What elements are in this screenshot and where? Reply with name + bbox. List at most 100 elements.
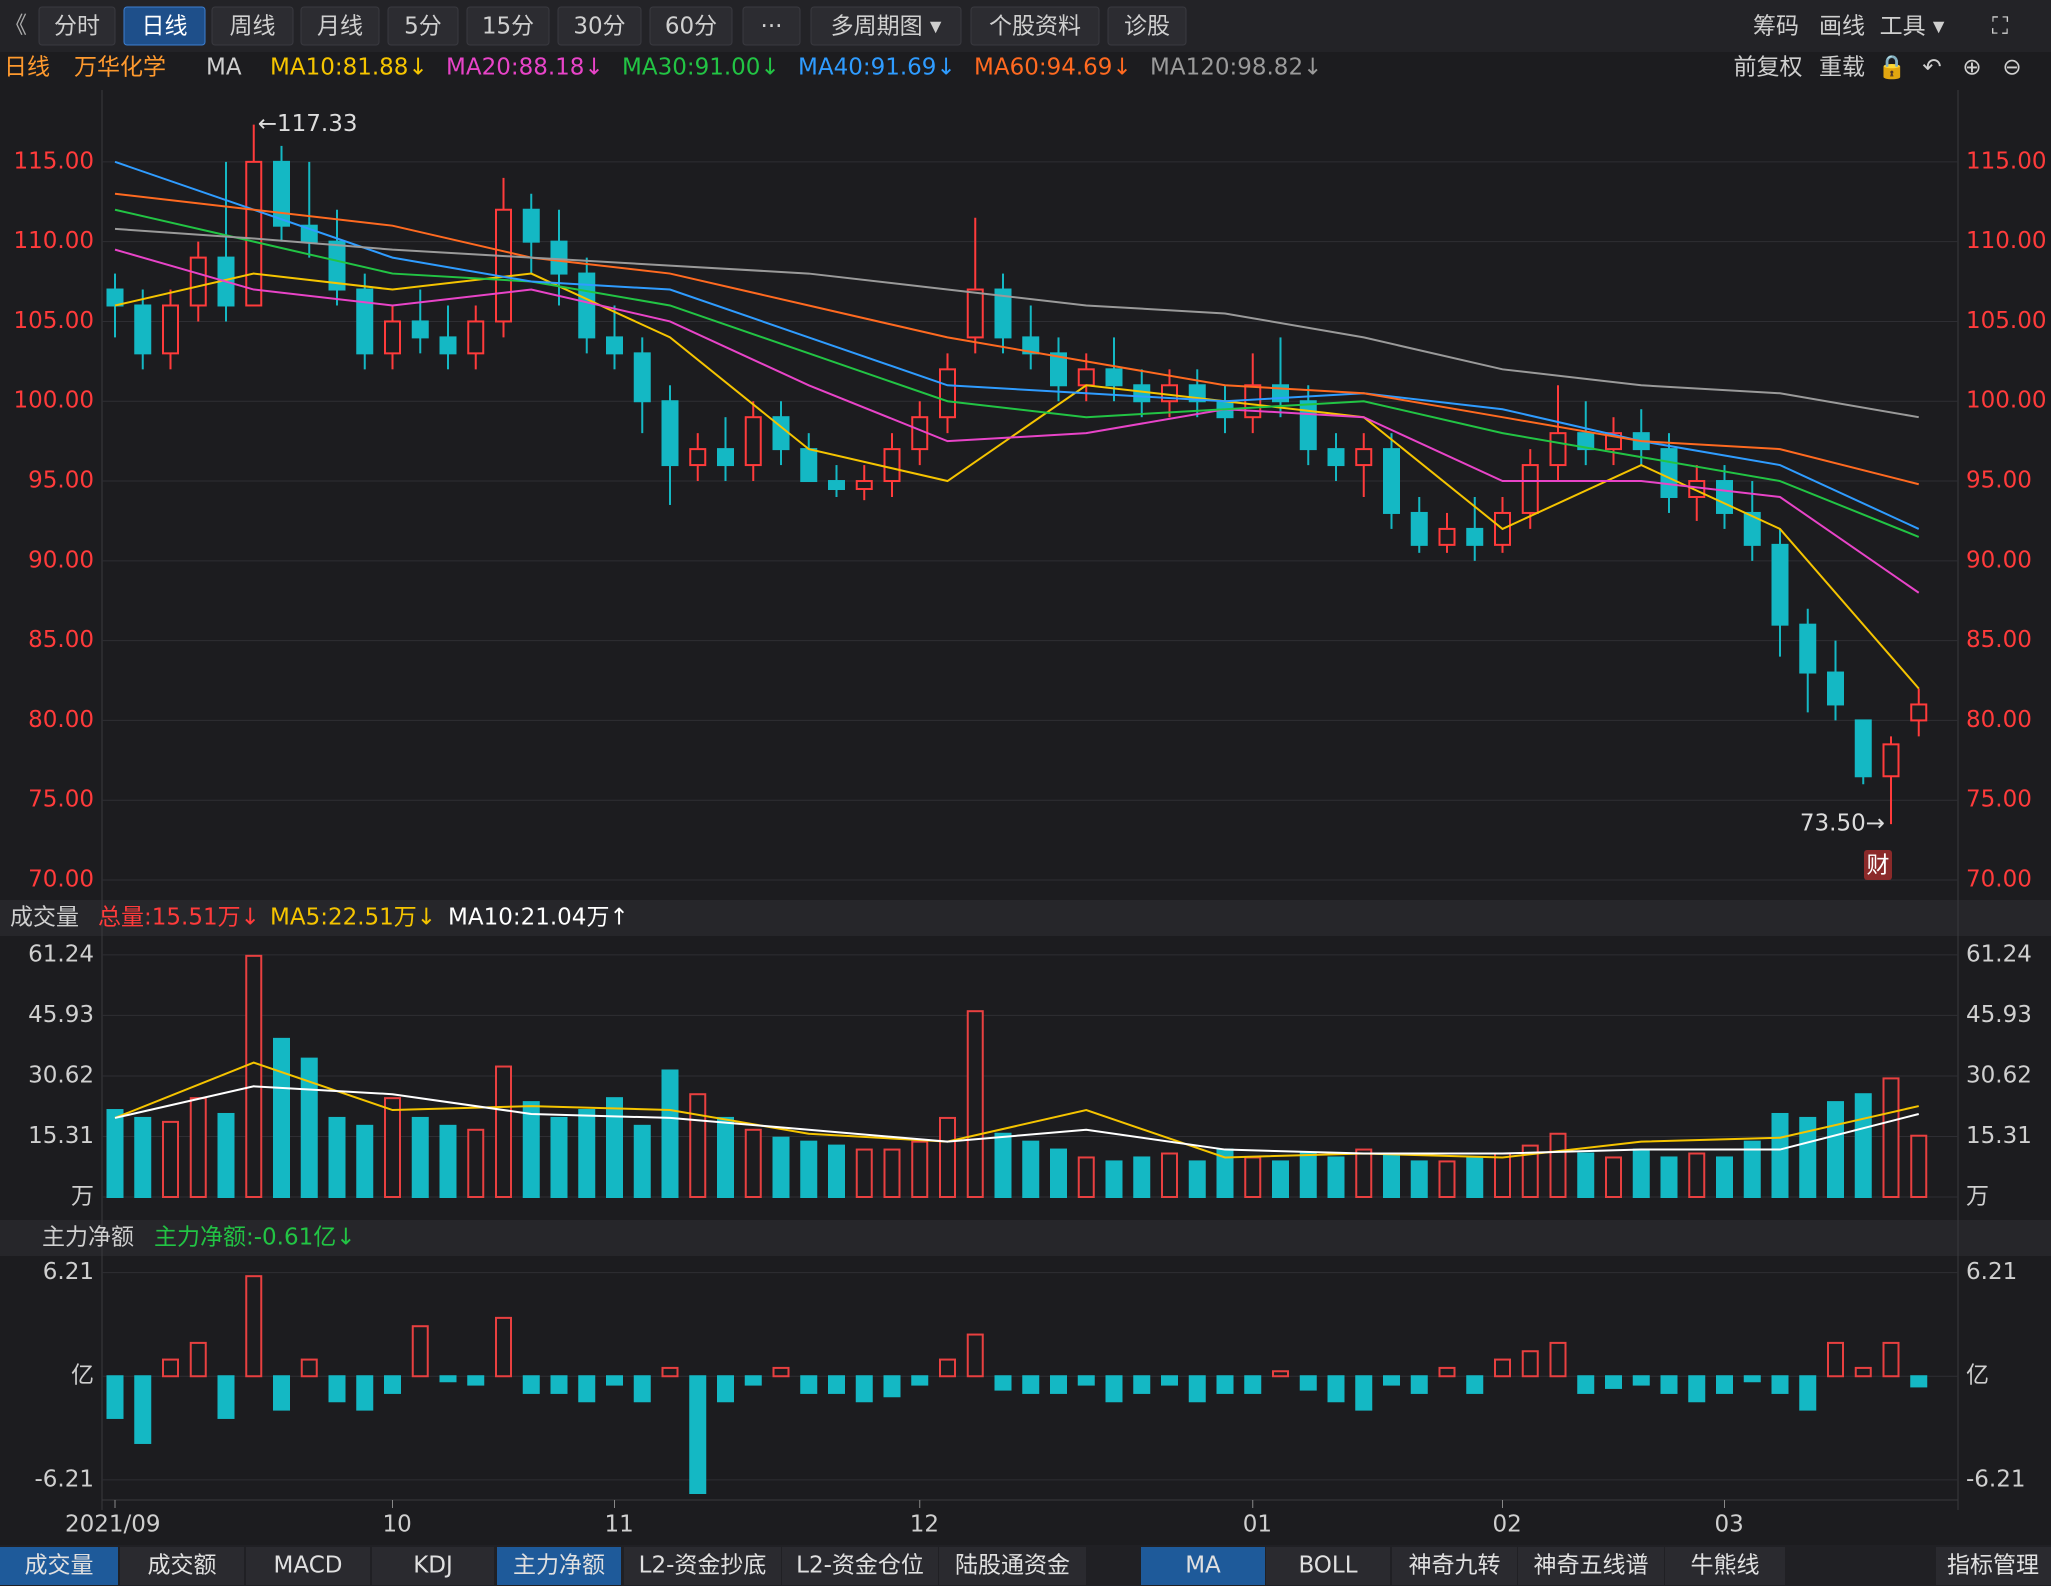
y-tick-label-right: 万 bbox=[1966, 1184, 1989, 1210]
tab-label[interactable]: L2-资金仓位 bbox=[796, 1553, 924, 1579]
y-tick-label-right: 15.31 bbox=[1966, 1123, 2032, 1149]
toolbar-label[interactable]: 日线 bbox=[142, 14, 188, 40]
toolbar-button[interactable] bbox=[557, 6, 642, 46]
toolbar-label[interactable]: 诊股 bbox=[1124, 14, 1170, 40]
candle-body bbox=[411, 320, 429, 339]
tab[interactable] bbox=[372, 1547, 494, 1585]
tab[interactable] bbox=[246, 1547, 370, 1585]
bar bbox=[245, 1275, 263, 1378]
candle-body bbox=[883, 448, 901, 483]
bar bbox=[189, 1097, 207, 1199]
info-right[interactable]: ⊖ bbox=[2002, 55, 2021, 81]
candle-body bbox=[1466, 527, 1484, 546]
bar bbox=[106, 1375, 124, 1419]
toolbar-label[interactable]: 15分 bbox=[482, 14, 534, 40]
y-tick-label: 110.00 bbox=[14, 228, 94, 254]
toolbar-button[interactable] bbox=[649, 6, 733, 46]
tab[interactable] bbox=[782, 1547, 938, 1585]
bar bbox=[162, 1358, 179, 1378]
tab[interactable] bbox=[1392, 1547, 1517, 1585]
tab-label[interactable]: L2-资金抄底 bbox=[639, 1553, 767, 1579]
toolbar-right[interactable]: 画线 bbox=[1819, 14, 1865, 40]
x-tick-label: 03 bbox=[1715, 1512, 1744, 1538]
tab[interactable] bbox=[1141, 1547, 1265, 1585]
info-right[interactable]: 前复权 bbox=[1734, 55, 1803, 81]
tab-label[interactable]: 神奇五线谱 bbox=[1534, 1553, 1649, 1579]
toolbar-label[interactable]: 周线 bbox=[230, 14, 276, 40]
bar bbox=[1299, 1375, 1317, 1391]
bar bbox=[1827, 1341, 1844, 1378]
toolbar-button[interactable] bbox=[123, 6, 206, 46]
tab-label[interactable]: 神奇九转 bbox=[1409, 1553, 1501, 1579]
back[interactable]: 《 bbox=[4, 13, 27, 39]
tab[interactable] bbox=[0, 1547, 118, 1585]
tab[interactable] bbox=[1665, 1547, 1785, 1585]
tab-label[interactable]: 陆股通资金 bbox=[955, 1553, 1070, 1579]
tab[interactable] bbox=[1518, 1547, 1664, 1585]
candle-body bbox=[1660, 448, 1678, 498]
toolbar-label[interactable]: 30分 bbox=[573, 14, 625, 40]
toolbar-button[interactable] bbox=[742, 6, 801, 46]
tab[interactable] bbox=[120, 1547, 244, 1585]
info-right[interactable]: 重载 bbox=[1819, 55, 1865, 81]
tab-label[interactable]: BOLL bbox=[1298, 1553, 1357, 1579]
bar bbox=[217, 1375, 235, 1419]
tab-label[interactable]: 主力净额 bbox=[513, 1553, 605, 1579]
tab[interactable] bbox=[1936, 1547, 2051, 1585]
tab-label[interactable]: 指标管理 bbox=[1947, 1553, 2039, 1579]
toolbar-label[interactable]: 分时 bbox=[54, 14, 100, 40]
tab-label[interactable]: 牛熊线 bbox=[1691, 1553, 1760, 1579]
candle-body bbox=[689, 448, 707, 467]
tab-label[interactable]: 成交额 bbox=[148, 1553, 217, 1579]
bar bbox=[633, 1375, 651, 1403]
tab-label[interactable]: MACD bbox=[274, 1553, 343, 1579]
bar bbox=[467, 1375, 485, 1386]
toolbar-button[interactable] bbox=[387, 6, 459, 46]
bar bbox=[1133, 1156, 1151, 1198]
bar bbox=[411, 1325, 429, 1378]
toolbar-button[interactable] bbox=[300, 6, 380, 46]
candle-body bbox=[1327, 448, 1345, 467]
toolbar-label[interactable]: 个股资料 bbox=[989, 14, 1081, 40]
stock-name: 万华化学 bbox=[74, 55, 166, 81]
tab[interactable] bbox=[624, 1547, 781, 1585]
tab-label[interactable]: 成交量 bbox=[25, 1553, 94, 1579]
tab-label[interactable]: MA bbox=[1185, 1553, 1221, 1579]
info-right[interactable]: 🔒 bbox=[1878, 55, 1907, 81]
y-tick-label-right: 45.93 bbox=[1966, 1002, 2032, 1028]
tab[interactable] bbox=[1266, 1547, 1390, 1585]
ma-line bbox=[114, 208, 1920, 538]
toolbar-button[interactable] bbox=[211, 6, 294, 46]
toolbar-label[interactable]: 月线 bbox=[317, 14, 363, 40]
price-annotation: 73.50→ bbox=[1800, 811, 1885, 837]
bar bbox=[1854, 1093, 1872, 1199]
toolbar-button[interactable] bbox=[810, 6, 962, 46]
tab-label[interactable]: KDJ bbox=[413, 1553, 453, 1579]
x-tick-label: 10 bbox=[383, 1512, 412, 1538]
y-tick-label: 万 bbox=[71, 1184, 94, 1210]
y-tick-label-right: 100.00 bbox=[1966, 388, 2046, 414]
toolbar-label[interactable]: 多周期图 ▾ bbox=[831, 14, 942, 40]
toolbar-right[interactable]: ⛶ bbox=[1992, 14, 2009, 40]
bar bbox=[772, 1366, 790, 1378]
toolbar-button[interactable] bbox=[38, 6, 116, 46]
toolbar-label[interactable]: 5分 bbox=[404, 14, 442, 40]
y-tick-label-right: 70.00 bbox=[1966, 867, 2032, 893]
toolbar-button[interactable] bbox=[1107, 6, 1187, 46]
y-tick-label: 90.00 bbox=[28, 547, 94, 573]
toolbar-label[interactable]: ··· bbox=[761, 14, 783, 40]
toolbar-label[interactable]: 60分 bbox=[665, 14, 717, 40]
badge[interactable]: 财 bbox=[1867, 853, 1890, 879]
tab[interactable] bbox=[939, 1547, 1086, 1585]
toolbar-button[interactable] bbox=[970, 6, 1100, 46]
bar bbox=[1327, 1156, 1345, 1198]
info-right[interactable]: ↶ bbox=[1922, 55, 1941, 81]
toolbar-right[interactable]: 筹码 bbox=[1753, 14, 1799, 40]
info-right[interactable]: ⊕ bbox=[1962, 55, 1981, 81]
panel-title: 主力净额 bbox=[42, 1225, 134, 1251]
candle-body bbox=[439, 336, 457, 355]
toolbar-button[interactable] bbox=[466, 6, 550, 46]
tab[interactable] bbox=[497, 1547, 621, 1585]
toolbar-right[interactable]: 工具 ▾ bbox=[1880, 14, 1945, 40]
y-tick-label-right: 80.00 bbox=[1966, 707, 2032, 733]
